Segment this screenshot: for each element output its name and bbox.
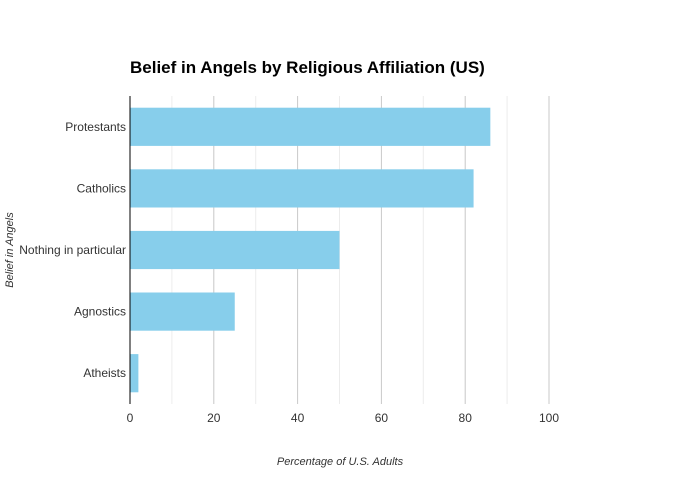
bar-protestants — [130, 107, 491, 146]
bar-catholics — [130, 169, 474, 208]
y-axis-title: Belief in Angels — [4, 212, 16, 288]
x-tick-label: 20 — [207, 411, 221, 425]
x-tick-label: 80 — [459, 411, 473, 425]
x-tick-label: 0 — [127, 411, 134, 425]
bar-nothing-in-particular — [130, 230, 340, 270]
category-label: Atheists — [83, 366, 126, 380]
x-tick-label: 100 — [539, 411, 559, 425]
category-label: Agnostics — [74, 305, 126, 319]
x-tick-label: 60 — [375, 411, 389, 425]
category-labels: Protestants Catholics Nothing in particula… — [19, 120, 126, 380]
category-label: Catholics — [77, 181, 126, 195]
bar-agnostics — [130, 292, 235, 331]
x-tick-label: 40 — [291, 411, 305, 425]
category-label: Nothing in particular — [19, 243, 126, 257]
bars — [130, 107, 491, 393]
x-tick-labels: 0 20 40 60 80 100 — [127, 411, 560, 425]
chart-title: Belief in Angels by Religious Affiliatio… — [130, 58, 485, 77]
category-label: Protestants — [65, 120, 126, 134]
bar-atheists — [130, 354, 139, 393]
x-axis-title: Percentage of U.S. Adults — [277, 456, 404, 468]
